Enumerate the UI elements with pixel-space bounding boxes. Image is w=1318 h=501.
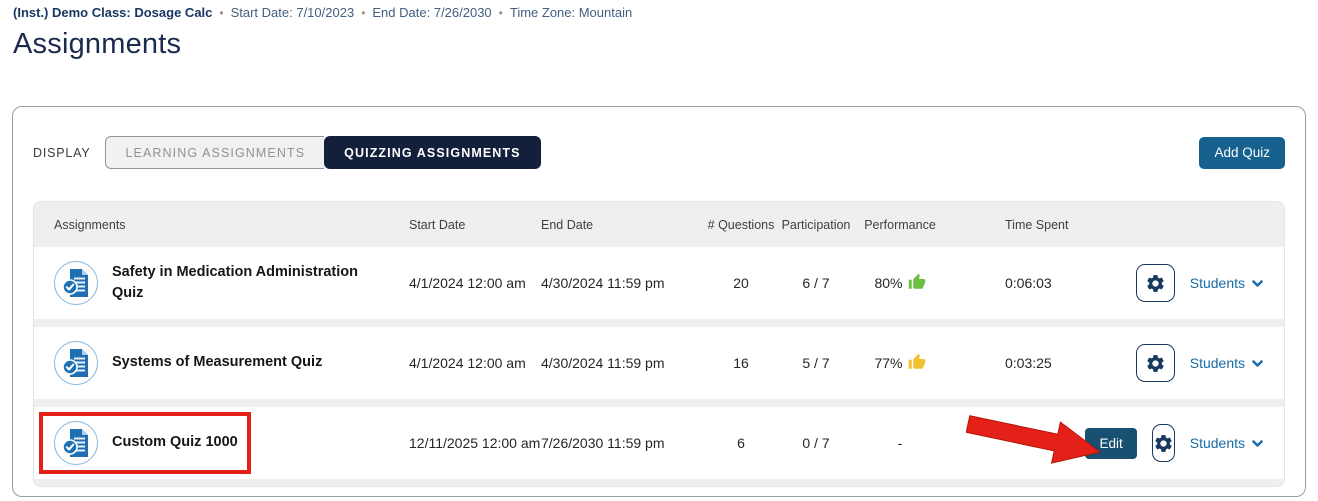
students-dropdown[interactable]: Students <box>1190 275 1264 291</box>
thumb-up-gold-icon <box>908 353 925 369</box>
col-header-time-spent: Time Spent <box>1005 217 1069 232</box>
assignment-type-toggle: LEARNING ASSIGNMENTS QUIZZING ASSIGNMENT… <box>105 136 541 169</box>
performance-cell: 77% <box>854 353 946 372</box>
students-dropdown[interactable]: Students <box>1190 435 1264 451</box>
students-dropdown[interactable]: Students <box>1190 355 1264 371</box>
table-header-row: Assignments Start Date End Date # Questi… <box>34 202 1284 247</box>
page-header: (Inst.) Demo Class: Dosage Calc • Start … <box>0 0 1318 61</box>
end-date-cell: 4/30/2024 11:59 pm <box>541 275 665 291</box>
col-header-questions: # Questions <box>707 217 775 232</box>
table-row: Safety in Medication Administration Quiz… <box>34 247 1284 319</box>
start-date-meta: Start Date: 7/10/2023 <box>230 5 355 20</box>
breadcrumb: (Inst.) Demo Class: Dosage Calc • Start … <box>13 5 1304 20</box>
class-name-link[interactable]: (Inst.) Demo Class: Dosage Calc <box>13 5 213 20</box>
gear-icon <box>1147 354 1164 372</box>
quiz-document-icon <box>54 421 98 465</box>
settings-gear-button[interactable] <box>1135 344 1175 382</box>
settings-gear-button[interactable] <box>1135 264 1175 302</box>
col-header-start-date: Start Date <box>409 217 466 232</box>
quiz-document-icon <box>54 261 98 305</box>
performance-cell: 80% <box>854 273 946 292</box>
col-header-performance: Performance <box>864 217 936 232</box>
end-date-cell: 4/30/2024 11:59 pm <box>541 355 665 371</box>
participation-cell: 0 / 7 <box>802 435 830 451</box>
participation-cell: 5 / 7 <box>802 355 830 371</box>
col-header-participation: Participation <box>781 217 851 232</box>
questions-cell: 6 <box>737 435 745 451</box>
col-header-end-date: End Date <box>541 217 594 232</box>
start-date-cell: 4/1/2024 12:00 am <box>409 275 526 291</box>
table-row-highlighted: Custom Quiz 1000 12/11/2025 12:00 am 7/2… <box>34 407 1284 479</box>
add-quiz-button[interactable]: Add Quiz <box>1199 136 1285 169</box>
tab-quizzing-assignments[interactable]: QUIZZING ASSIGNMENTS <box>324 136 541 169</box>
display-toolbar: DISPLAY LEARNING ASSIGNMENTS QUIZZING AS… <box>33 136 1285 169</box>
tab-learning-assignments[interactable]: LEARNING ASSIGNMENTS <box>105 136 325 169</box>
time-spent-cell: 0:03:25 <box>1005 355 1052 371</box>
chevron-down-icon <box>1252 279 1263 287</box>
time-spent-cell: 0:06:03 <box>1005 275 1052 291</box>
bullet-separator: • <box>219 5 224 20</box>
bullet-separator: • <box>361 5 366 20</box>
time-zone-meta: Time Zone: Mountain <box>509 5 633 20</box>
quiz-document-icon <box>54 341 98 385</box>
students-label: Students <box>1189 355 1245 371</box>
col-header-assignments: Assignments <box>54 217 126 232</box>
assignments-table: Assignments Start Date End Date # Questi… <box>33 201 1285 487</box>
chevron-down-icon <box>1252 439 1263 447</box>
questions-cell: 20 <box>733 275 749 291</box>
settings-gear-button[interactable] <box>1151 424 1175 462</box>
participation-cell: 6 / 7 <box>802 275 830 291</box>
assignments-panel: DISPLAY LEARNING ASSIGNMENTS QUIZZING AS… <box>12 106 1306 497</box>
bullet-separator: • <box>498 5 503 20</box>
chevron-down-icon <box>1252 359 1263 367</box>
display-label: DISPLAY <box>33 145 91 160</box>
quiz-title: Custom Quiz 1000 <box>112 434 238 451</box>
quiz-title: Systems of Measurement Quiz <box>112 354 323 371</box>
gear-icon <box>1155 434 1172 452</box>
questions-cell: 16 <box>733 355 749 371</box>
gear-icon <box>1147 274 1164 292</box>
end-date-cell: 7/26/2030 11:59 pm <box>541 435 665 451</box>
start-date-cell: 4/1/2024 12:00 am <box>409 355 526 371</box>
students-label: Students <box>1189 435 1245 451</box>
quiz-title: Safety in Medication Administration Quiz <box>112 263 358 301</box>
performance-value: - <box>897 435 903 451</box>
performance-value: 80% <box>874 275 903 291</box>
thumb-up-green-icon <box>908 273 925 289</box>
performance-cell: - <box>854 435 946 451</box>
edit-button[interactable]: Edit <box>1085 427 1137 459</box>
start-date-cell: 12/11/2025 12:00 am <box>409 435 541 451</box>
students-label: Students <box>1189 275 1245 291</box>
end-date-meta: End Date: 7/26/2030 <box>372 5 492 20</box>
page-title: Assignments <box>13 28 182 60</box>
performance-value: 77% <box>874 355 903 371</box>
table-row: Systems of Measurement Quiz 4/1/2024 12:… <box>34 327 1284 399</box>
